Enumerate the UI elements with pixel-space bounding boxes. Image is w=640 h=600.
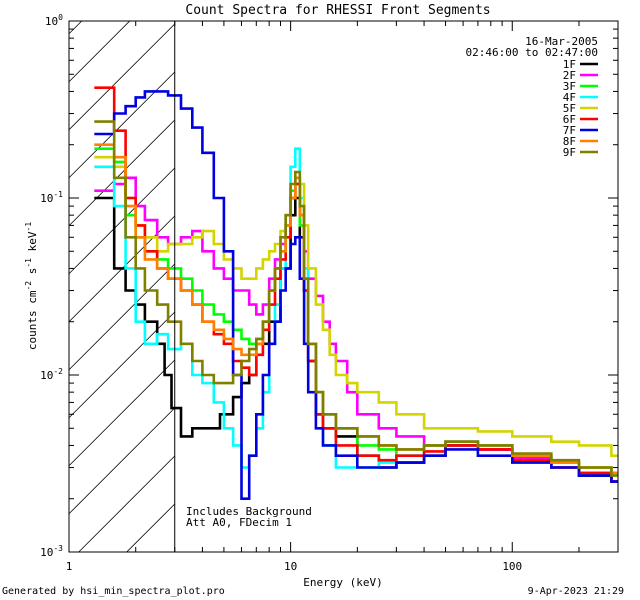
annotation-background: Includes Background <box>186 505 312 518</box>
footer-generated-by: Generated by hsi_min_spectra_plot.pro <box>2 586 225 597</box>
legend-label-5F: 5F <box>563 102 576 115</box>
legend-label-1F: 1F <box>563 58 576 71</box>
axes: 1 10 100 100 10-1 10-2 10-3 <box>40 13 619 573</box>
footer-timestamp: 9-Apr-2023 21:29 <box>528 586 624 597</box>
hatch-line <box>68 20 131 83</box>
y-tick-label: 100 <box>45 13 63 28</box>
x-tick-label: 100 <box>502 560 522 573</box>
series-layer <box>94 86 618 500</box>
legend-label-6F: 6F <box>563 113 576 126</box>
legend-label-9F: 9F <box>563 146 576 159</box>
x-tick-label: 1 <box>66 560 73 573</box>
date-label: 16-Mar-2005 <box>525 35 598 48</box>
legend-label-3F: 3F <box>563 80 576 93</box>
hatch-line <box>78 455 176 553</box>
hatch-line <box>68 23 176 131</box>
legend-label-8F: 8F <box>563 135 576 148</box>
plot-frame <box>68 20 619 553</box>
x-axis-label: Energy (keV) <box>303 576 382 589</box>
legend-label-7F: 7F <box>563 124 576 137</box>
time-range-label: 02:46:00 to 02:47:00 <box>466 46 598 59</box>
hatch-line <box>68 407 176 515</box>
hatch-line <box>68 359 176 467</box>
hatched-region <box>68 20 176 553</box>
legend-label-4F: 4F <box>563 91 576 104</box>
y-tick-label: 10-1 <box>40 190 63 205</box>
chart-title: Count Spectra for RHESSI Front Segments <box>185 3 490 18</box>
x-tick-label: 10 <box>284 560 297 573</box>
series-9F <box>94 120 618 477</box>
hatch-line <box>68 263 176 371</box>
y-tick-label: 10-3 <box>40 544 63 559</box>
hatch-line <box>68 20 83 35</box>
hatch-line <box>126 503 176 553</box>
annotation-attenuator: Att A0, FDecim 1 <box>186 516 292 529</box>
series-7F <box>94 90 618 500</box>
y-axis-label: counts cm-2 s-1 keV-1 <box>24 222 39 350</box>
y-tick-label: 10-2 <box>40 367 63 382</box>
hatch-line <box>68 119 176 227</box>
legend-label-2F: 2F <box>563 69 576 82</box>
hatch-line <box>68 167 176 275</box>
hatch-line <box>68 71 176 179</box>
